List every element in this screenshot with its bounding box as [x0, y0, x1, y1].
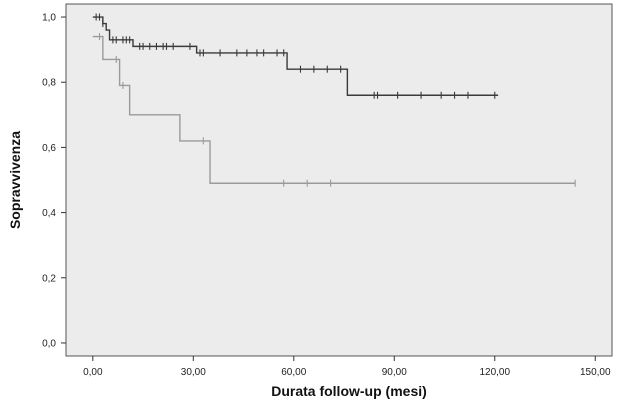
survival-line [92, 16, 499, 96]
axes-layer: 0,0 0,2 0,4 0,6 0,8 1,0 0,00 30,00 60,00 90,00 120… [42, 13, 611, 378]
y-tick-label: 0,8 [42, 78, 56, 89]
x-tick-label: 30,00 [181, 367, 206, 378]
series-2 [92, 33, 576, 187]
y-tick-label: 0,4 [42, 208, 56, 219]
y-tick-label: 0,6 [42, 143, 56, 154]
x-axis-title: Durata follow-up (mesi) [271, 383, 427, 399]
x-tick-label: 150,00 [580, 367, 611, 378]
x-tick-label: 90,00 [382, 367, 407, 378]
series-1 [92, 13, 499, 99]
survival-line [92, 35, 576, 184]
series-layer [92, 13, 576, 187]
plot-area [65, 3, 613, 357]
y-tick-label: 1,0 [42, 13, 56, 24]
y-tick-label: 0,0 [42, 338, 56, 349]
x-tick-label: 60,00 [281, 367, 306, 378]
y-axis-title: Sopravvivenza [7, 131, 23, 229]
y-tick-label: 0,2 [42, 273, 56, 284]
x-tick-label: 0,00 [83, 367, 103, 378]
x-tick-label: 120,00 [479, 367, 510, 378]
